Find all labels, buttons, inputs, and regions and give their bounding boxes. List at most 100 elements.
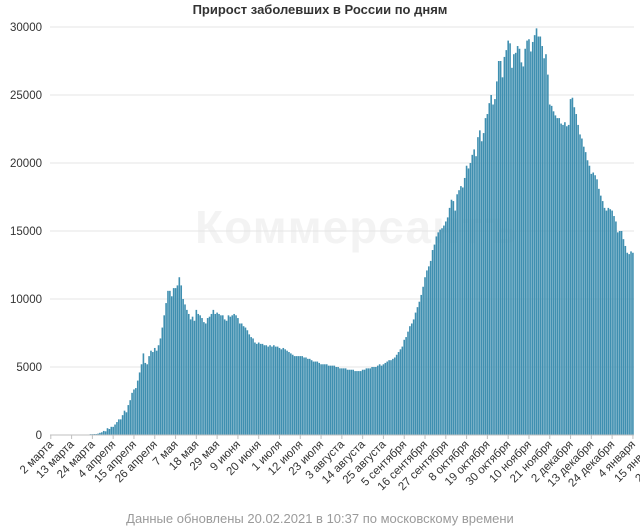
bar — [412, 319, 415, 435]
bar — [153, 347, 156, 435]
bar — [339, 368, 341, 435]
bar — [163, 315, 166, 435]
bar — [152, 352, 154, 435]
bar — [337, 367, 339, 435]
bar — [541, 46, 543, 435]
bar — [301, 356, 303, 435]
bar — [577, 124, 579, 436]
bar — [626, 252, 629, 435]
bar — [346, 369, 349, 435]
bar — [244, 327, 247, 435]
bar — [142, 353, 145, 435]
bar — [397, 352, 400, 435]
bar — [507, 40, 509, 435]
bar — [201, 318, 203, 435]
bar — [581, 138, 583, 435]
bar — [505, 50, 508, 436]
bar — [530, 51, 532, 435]
bar — [97, 433, 99, 435]
bar — [318, 362, 320, 435]
bar — [565, 126, 568, 435]
bar — [598, 188, 600, 435]
bar — [516, 46, 519, 435]
bar — [305, 357, 307, 435]
bar — [178, 277, 181, 435]
bar — [405, 337, 407, 435]
bar — [528, 39, 530, 436]
bar — [159, 338, 162, 435]
bar — [193, 320, 196, 435]
bar — [445, 221, 447, 435]
bar — [433, 244, 436, 435]
bar — [422, 286, 424, 435]
bar — [467, 168, 470, 435]
bar — [144, 362, 147, 435]
bar — [252, 338, 254, 435]
bar — [443, 225, 445, 435]
bar — [465, 165, 468, 435]
bar — [176, 285, 179, 435]
bar — [125, 412, 128, 435]
bar — [509, 43, 511, 435]
bar — [256, 343, 258, 435]
y-tick-label: 5000 — [16, 362, 42, 374]
bar — [240, 323, 243, 435]
y-axis-tick-labels: 0 5000 10000 15000 20000 25000 30000 — [10, 22, 42, 442]
bar — [231, 315, 234, 435]
bar — [197, 313, 200, 435]
y-tick-label: 20000 — [10, 158, 42, 170]
bar — [628, 254, 630, 435]
bar — [520, 62, 523, 436]
bar — [165, 303, 167, 435]
bar — [350, 369, 353, 435]
bar — [469, 163, 472, 435]
bar — [276, 346, 279, 435]
bar — [148, 356, 150, 435]
bar — [601, 201, 604, 435]
bar — [235, 315, 237, 435]
bar — [531, 41, 534, 436]
bar — [613, 216, 615, 435]
bar — [333, 365, 336, 435]
bar — [526, 40, 528, 435]
bar — [409, 326, 411, 435]
bar — [503, 56, 506, 436]
bar — [278, 347, 281, 435]
bar — [615, 221, 617, 435]
bar — [180, 285, 183, 435]
bar — [564, 122, 566, 435]
bar — [221, 315, 224, 435]
bar — [407, 331, 409, 435]
bar — [327, 365, 330, 435]
bar — [106, 428, 109, 435]
bar — [460, 186, 462, 435]
bar — [371, 367, 373, 435]
bar — [494, 99, 496, 435]
bar — [482, 133, 485, 435]
bar — [361, 369, 364, 435]
bar — [630, 251, 632, 435]
bar — [184, 304, 186, 435]
bar — [295, 356, 298, 435]
bar — [110, 426, 113, 435]
bar — [439, 229, 441, 435]
bar — [420, 294, 423, 435]
bar — [378, 364, 381, 435]
bar — [358, 371, 360, 435]
bar — [560, 123, 562, 435]
bar — [104, 431, 107, 435]
bar — [599, 195, 602, 435]
bar — [594, 175, 596, 436]
bar — [458, 190, 460, 435]
bar — [273, 345, 275, 435]
bar — [310, 360, 313, 435]
bar — [297, 356, 300, 435]
bar — [116, 422, 118, 435]
bar — [588, 165, 591, 435]
bar — [233, 313, 235, 435]
bar — [537, 36, 540, 436]
bar — [609, 209, 612, 435]
bar — [257, 342, 260, 435]
chart-title: Прирост заболевших в России по дням — [192, 2, 448, 17]
